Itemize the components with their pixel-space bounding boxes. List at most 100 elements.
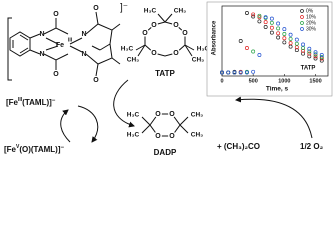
data-point bbox=[263, 25, 268, 29]
data-point bbox=[257, 15, 262, 20]
x-tick-label: 500 bbox=[249, 78, 258, 84]
data-point bbox=[313, 54, 318, 59]
data-point bbox=[282, 40, 287, 45]
arrow bbox=[235, 96, 313, 139]
oxidation-label: III bbox=[68, 37, 73, 43]
data-point bbox=[294, 37, 299, 42]
data-point bbox=[307, 51, 312, 56]
data-point bbox=[269, 25, 274, 30]
tatp-structure: H₃C CH₃ H₃C CH₃ H₃C CH₃ O O O O O O TATP bbox=[121, 8, 210, 78]
methyl-label: H₃C bbox=[127, 112, 140, 119]
oxygen-label: 1/2 O₂ bbox=[300, 142, 324, 151]
resting-state-label: [FeIII(TAML)]− bbox=[6, 97, 56, 107]
annotation: TATP bbox=[301, 66, 316, 72]
data-point bbox=[220, 70, 224, 75]
data-point bbox=[238, 39, 243, 43]
data-point bbox=[244, 70, 249, 75]
methyl-label: H₃C bbox=[121, 46, 134, 53]
metal-label: Fe bbox=[56, 42, 64, 49]
dadp-label: DADP bbox=[154, 148, 177, 157]
legend-marker bbox=[300, 9, 304, 13]
data-point bbox=[263, 20, 268, 25]
arrow bbox=[113, 79, 135, 128]
atom-label: O bbox=[151, 22, 157, 29]
atom-label: O bbox=[155, 133, 161, 140]
atom-label: N bbox=[39, 31, 44, 38]
active-state-label: [FeV(O)(TAML)]− bbox=[4, 144, 65, 154]
atom-label: N bbox=[81, 51, 86, 58]
atom-label: O bbox=[182, 30, 188, 37]
data-point bbox=[282, 32, 287, 36]
atom-label: N bbox=[81, 31, 86, 38]
data-point bbox=[319, 53, 324, 57]
x-tick-label: 0 bbox=[220, 78, 223, 84]
legend-label: 30% bbox=[306, 26, 317, 32]
x-tick-label: 1000 bbox=[278, 78, 290, 84]
data-point bbox=[244, 11, 249, 15]
methyl-label: H₃C bbox=[197, 46, 210, 53]
data-point bbox=[251, 49, 256, 54]
data-point bbox=[294, 48, 299, 53]
data-point bbox=[257, 13, 262, 18]
inset-chart: Absorbance Time, s TATP 0 500 1000 1500 0%10… bbox=[206, 1, 333, 97]
data-point bbox=[307, 46, 312, 51]
atom-label: N bbox=[39, 51, 44, 58]
atom-label: O bbox=[53, 71, 59, 78]
data-point bbox=[282, 36, 287, 41]
data-point bbox=[269, 16, 274, 21]
methyl-label: CH₃ bbox=[127, 57, 139, 64]
data-point bbox=[307, 54, 312, 59]
data-point bbox=[301, 48, 306, 53]
data-point bbox=[238, 70, 243, 75]
data-point bbox=[288, 41, 293, 46]
dadp-structure: H₃C H₃C CH₃ CH₃ O O O O DADP bbox=[127, 109, 203, 157]
data-point bbox=[319, 55, 324, 60]
data-point bbox=[257, 53, 262, 57]
legend-label: 20% bbox=[306, 20, 317, 26]
atom-label: O bbox=[93, 77, 99, 84]
atom-label: O bbox=[93, 5, 99, 12]
data-point bbox=[263, 15, 268, 20]
arrow bbox=[60, 109, 71, 143]
legend-label: 0% bbox=[306, 8, 314, 14]
atom-label: O bbox=[142, 30, 148, 37]
data-point bbox=[276, 26, 281, 31]
legend-label: 10% bbox=[306, 14, 317, 20]
legend-marker bbox=[300, 15, 304, 19]
atom-label: O bbox=[169, 111, 175, 118]
legend-marker bbox=[300, 27, 304, 31]
atom-label: O bbox=[53, 11, 59, 18]
data-point bbox=[313, 50, 318, 55]
data-point bbox=[301, 42, 306, 47]
data-point bbox=[269, 30, 274, 35]
data-point bbox=[257, 19, 262, 24]
charge-label: ]⁻ bbox=[120, 3, 128, 14]
data-point bbox=[301, 51, 306, 56]
data-point bbox=[313, 56, 318, 61]
atom-label: O bbox=[173, 50, 179, 57]
data-point bbox=[307, 49, 312, 54]
atom-label: O bbox=[169, 133, 175, 140]
data-point bbox=[232, 70, 237, 75]
fe-taml-structure: N N N N O O O O Fe III ]⁻ bbox=[7, 3, 128, 84]
data-point bbox=[269, 20, 274, 25]
data-point bbox=[276, 35, 281, 40]
arrow bbox=[77, 105, 99, 143]
x-tick-label: 1500 bbox=[309, 78, 321, 84]
data-point bbox=[251, 14, 256, 19]
atom-label: O bbox=[173, 22, 179, 29]
legend-marker bbox=[300, 21, 304, 25]
methyl-label: H₃C bbox=[127, 132, 140, 139]
data-point bbox=[251, 12, 256, 17]
acetone-label: + (CH₃)₂CO bbox=[217, 142, 260, 151]
scheme: N N N N O O O O Fe III ]⁻ H₃C CH₃ H₃C CH… bbox=[4, 1, 333, 157]
data-point bbox=[294, 41, 299, 46]
y-axis-label: Absorbance bbox=[212, 20, 218, 55]
data-point bbox=[288, 32, 293, 37]
data-point bbox=[276, 21, 281, 26]
x-axis-label: Time, s bbox=[266, 86, 289, 93]
data-point bbox=[276, 31, 281, 36]
tatp-label: TATP bbox=[155, 69, 175, 78]
data-point bbox=[251, 69, 256, 74]
data-point bbox=[288, 36, 293, 41]
